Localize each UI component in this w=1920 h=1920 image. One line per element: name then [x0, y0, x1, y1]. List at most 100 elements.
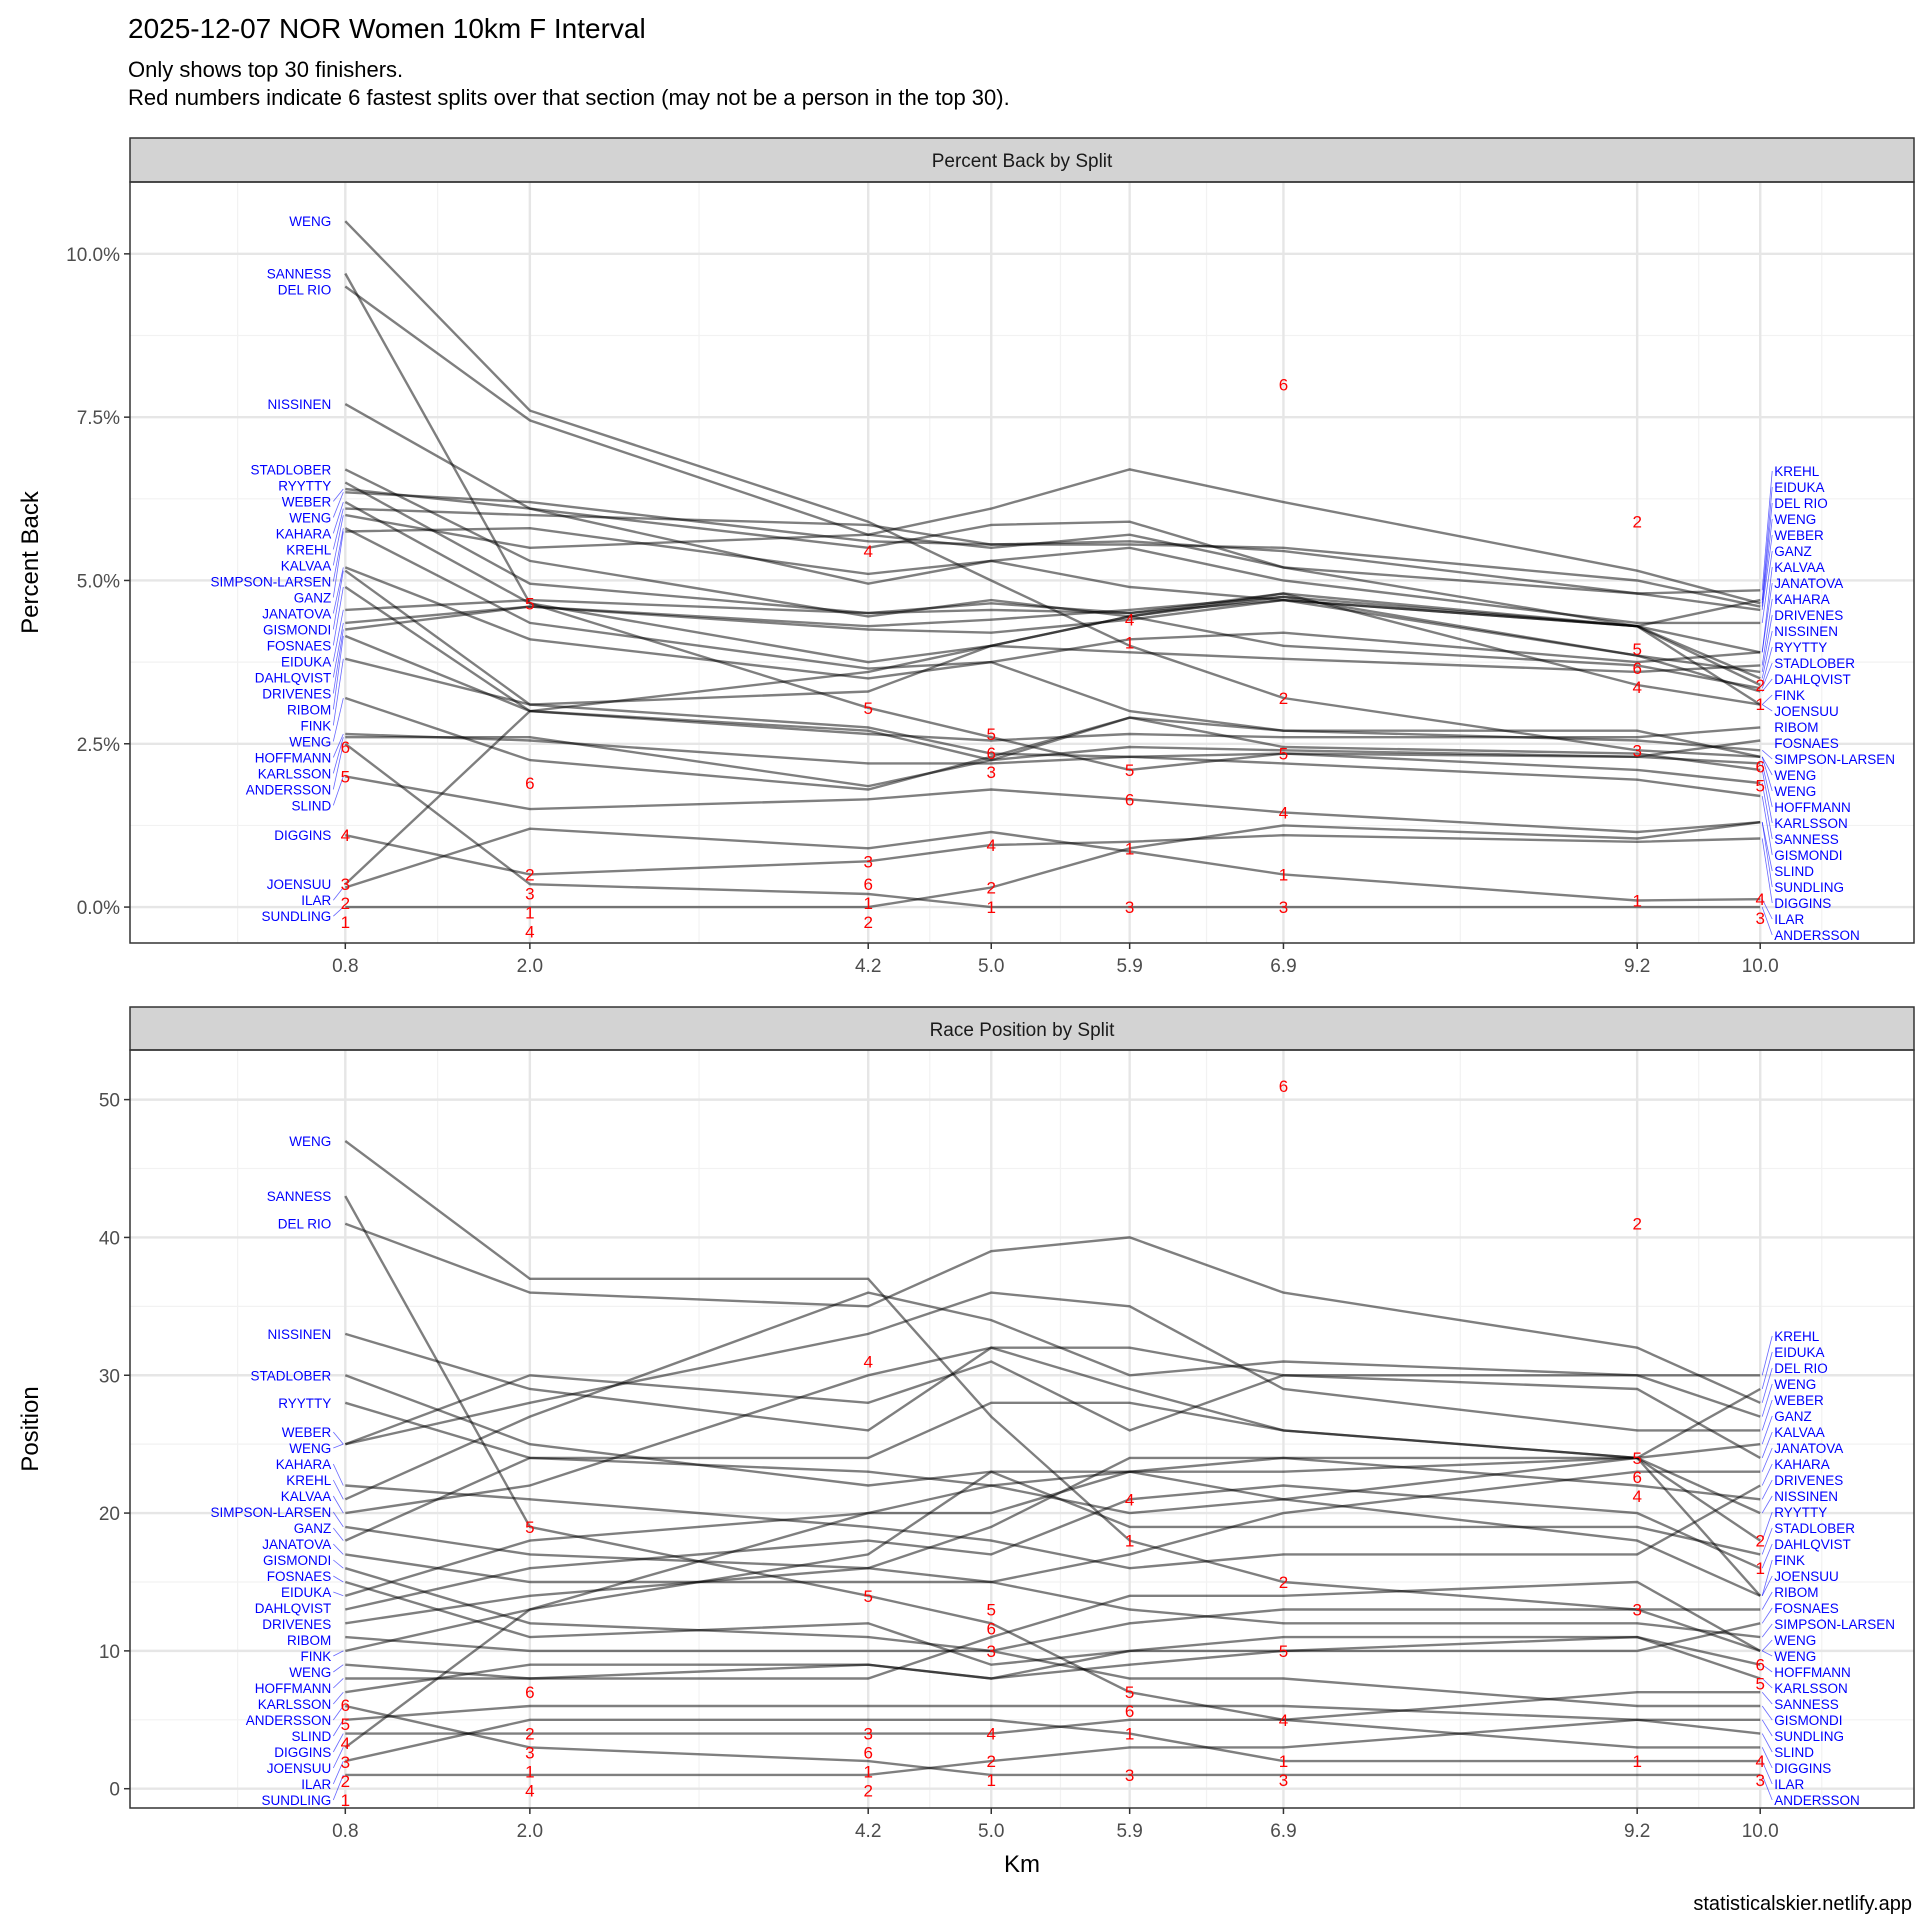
label-leader-line: [333, 1664, 344, 1673]
athlete-start-label: DAHLQVIST: [255, 1601, 332, 1616]
athlete-end-label: RIBOM: [1774, 1585, 1818, 1600]
athlete-start-label: KREHL: [286, 542, 332, 557]
athlete-line: [345, 821, 1761, 909]
athlete-end-label: NISSINEN: [1774, 1489, 1838, 1504]
fastest-split-rank-label: 6: [1125, 1702, 1134, 1721]
athlete-end-label: ILAR: [1774, 912, 1804, 927]
x-axis-title: Km: [1004, 1851, 1040, 1878]
athlete-start-label: DIGGINS: [274, 828, 331, 843]
athlete-start-label: SIMPSON-LARSEN: [211, 1505, 332, 1520]
label-leader-line: [1761, 614, 1773, 672]
athlete-start-label: KAHARA: [276, 526, 332, 541]
fastest-split-rank-label: 5: [863, 1587, 872, 1606]
fastest-split-rank-label: 6: [987, 744, 996, 763]
label-leader-line: [1761, 582, 1773, 653]
x-tick-label: 2.0: [517, 956, 543, 977]
athlete-start-label: GANZ: [294, 590, 332, 605]
fastest-split-rank-label: 1: [987, 898, 996, 917]
label-leader-line: [332, 488, 344, 502]
athlete-line: [345, 491, 1761, 608]
athlete-line: [344, 220, 1761, 758]
athlete-line: [345, 833, 1761, 876]
athlete-start-label: SANNESS: [267, 1189, 332, 1204]
athlete-line: [345, 1525, 1761, 1639]
athlete-start-label: WENG: [289, 510, 331, 525]
athlete-start-label: WENG: [289, 214, 331, 229]
fastest-split-rank-label: 6: [525, 774, 534, 793]
fastest-split-rank-label: 5: [341, 767, 350, 786]
label-leader-line: [332, 1463, 344, 1486]
label-leader-line: [1761, 899, 1773, 920]
athlete-end-label: JANATOVA: [1774, 576, 1843, 591]
label-leader-line: [333, 1543, 344, 1555]
label-leader-line: [333, 1575, 344, 1583]
x-tick-label: 5.9: [1116, 956, 1142, 977]
athlete-line: [344, 569, 1761, 798]
athlete-line: [344, 1456, 1762, 1749]
athlete-line: [345, 775, 1761, 834]
panel-border: [129, 181, 1915, 944]
athlete-start-label: RYYTTY: [278, 1396, 331, 1411]
athlete-line: [345, 1456, 1761, 1625]
athlete-end-label: WEBER: [1774, 1393, 1824, 1408]
x-tick-label: 0.8: [332, 1821, 358, 1842]
athlete-start-label: WENG: [289, 734, 331, 749]
label-leader-line: [332, 658, 344, 726]
athlete-end-label: DEL RIO: [1774, 1361, 1828, 1376]
label-leader-line: [332, 528, 344, 582]
athlete-end-label: SUNDLING: [1774, 1729, 1844, 1744]
fastest-split-rank-label: 2: [1279, 689, 1288, 708]
athlete-start-label: HOFFMANN: [255, 1681, 332, 1696]
athlete-start-label: RIBOM: [287, 1633, 331, 1648]
label-leader-line: [1762, 1650, 1773, 1657]
fastest-split-rank-label: 5: [863, 699, 872, 718]
fastest-split-rank-label: 2: [1279, 1573, 1288, 1592]
label-leader-line: [332, 1719, 344, 1737]
label-leader-line: [333, 1691, 344, 1705]
athlete-end-label: HOFFMANN: [1774, 1665, 1851, 1680]
athlete-line: [344, 827, 1761, 902]
athlete-start-label: EIDUKA: [281, 654, 331, 669]
fastest-split-rank-label: 1: [1279, 1752, 1288, 1771]
athlete-end-label: GISMONDI: [1774, 1713, 1842, 1728]
fastest-split-rank-label: 2: [341, 1772, 350, 1791]
athlete-start-label: JOENSUU: [267, 877, 332, 892]
fastest-split-rank-label: 6: [525, 1683, 534, 1702]
fastest-split-rank-label: 4: [1755, 890, 1764, 909]
athlete-line: [344, 1580, 1761, 1666]
athlete-start-label: KREHL: [286, 1473, 332, 1488]
label-leader-line: [1761, 550, 1773, 623]
x-tick-label: 6.9: [1270, 956, 1296, 977]
athlete-start-label: EIDUKA: [281, 1585, 331, 1600]
athlete-end-label: NISSINEN: [1774, 624, 1838, 639]
athlete-line: [345, 595, 1761, 674]
athlete-start-label: STADLOBER: [251, 462, 332, 477]
label-leader-line: [1761, 646, 1773, 686]
fastest-split-rank-label: 3: [1755, 909, 1764, 928]
fastest-split-rank-label: 2: [525, 865, 534, 884]
fastest-split-rank-label: 6: [863, 875, 872, 894]
fastest-split-rank-label: 5: [987, 725, 996, 744]
label-leader-line: [1761, 1479, 1773, 1500]
fastest-split-rank-label: 1: [1125, 634, 1134, 653]
fastest-split-rank-label: 1: [341, 1791, 350, 1810]
fastest-split-rank-label: 3: [525, 1744, 534, 1763]
label-leader-line: [1761, 1495, 1773, 1514]
label-leader-line: [1761, 1639, 1773, 1652]
label-leader-line: [1761, 1463, 1773, 1486]
athlete-start-label: SUNDLING: [262, 1793, 332, 1808]
y-tick-label: 0.0%: [77, 898, 120, 919]
label-leader-line: [333, 1678, 344, 1689]
fastest-split-rank-label: 1: [1125, 1532, 1134, 1551]
label-leader-line: [1761, 1607, 1773, 1624]
fastest-split-rank-label: 2: [1632, 513, 1641, 532]
label-leader-line: [332, 1733, 344, 1753]
label-leader-line: [1761, 662, 1773, 689]
athlete-end-label: DIGGINS: [1774, 896, 1831, 911]
athlete-start-label: DEL RIO: [278, 1217, 332, 1232]
athlete-end-label: DAHLQVIST: [1774, 1537, 1851, 1552]
fastest-split-rank-label: 1: [1279, 865, 1288, 884]
fastest-split-rank-label: 3: [1632, 1601, 1641, 1620]
athlete-end-label: SIMPSON-LARSEN: [1774, 1617, 1895, 1632]
athlete-end-label: WENG: [1774, 1377, 1816, 1392]
